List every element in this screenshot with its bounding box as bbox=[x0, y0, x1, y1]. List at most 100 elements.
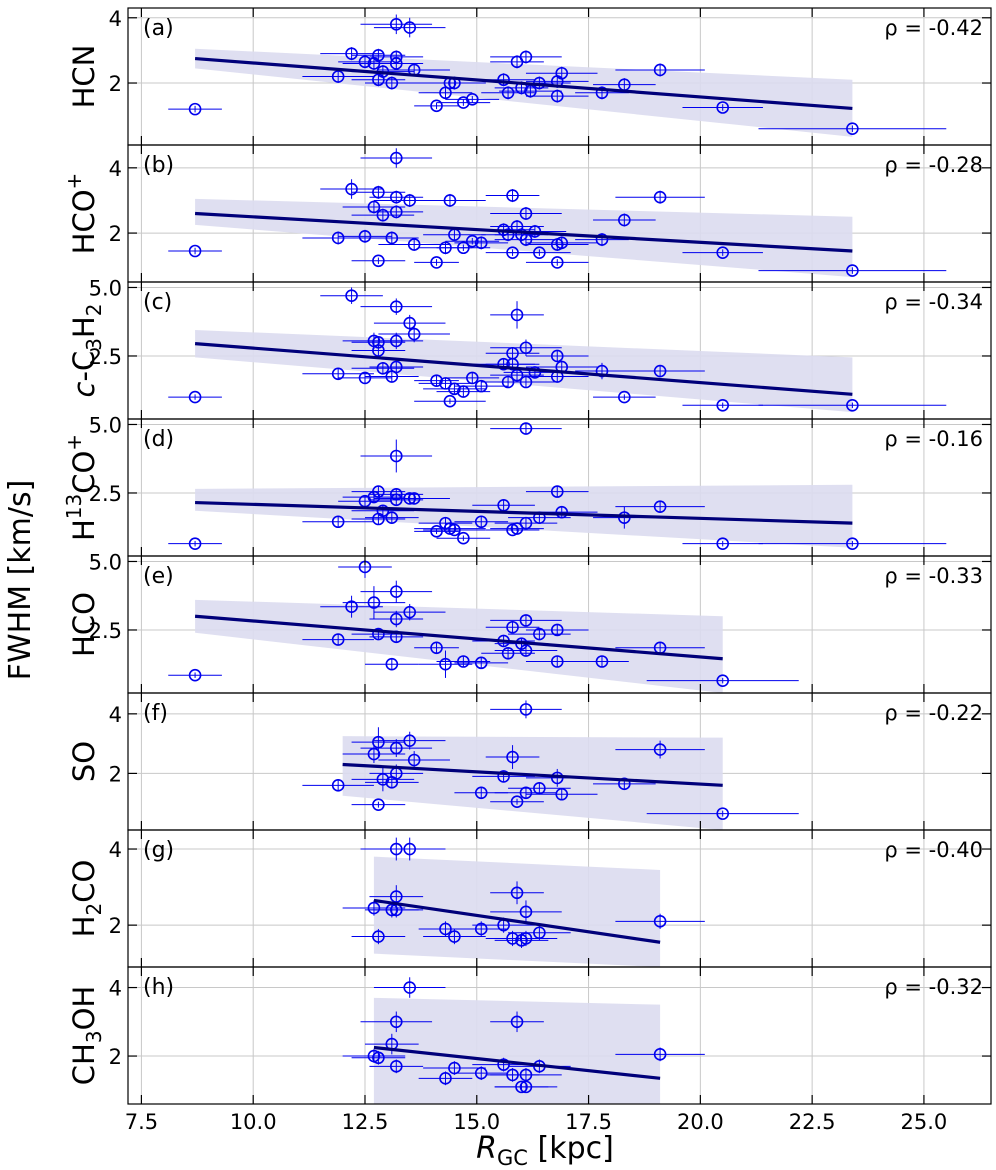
y-tick-label: 2 bbox=[109, 1045, 122, 1069]
data-point bbox=[302, 69, 374, 84]
data-point bbox=[414, 193, 486, 207]
data-point bbox=[593, 213, 656, 227]
point-marker bbox=[376, 504, 390, 518]
x-tick-label: 15.0 bbox=[453, 1110, 500, 1134]
data-point bbox=[423, 523, 486, 537]
point-marker bbox=[519, 422, 533, 435]
data-point bbox=[575, 655, 629, 668]
data-point bbox=[338, 55, 392, 69]
data-point bbox=[490, 1068, 562, 1082]
x-tick-label: 7.5 bbox=[125, 1110, 158, 1134]
molecule-label-part: + bbox=[62, 434, 86, 451]
point-marker bbox=[389, 334, 403, 348]
point-marker bbox=[389, 57, 403, 70]
y-tick-label: 2 bbox=[109, 762, 122, 786]
point-marker bbox=[519, 644, 533, 657]
point-marker bbox=[519, 1080, 533, 1094]
x-tick-label: 20.0 bbox=[677, 1110, 724, 1134]
molecule-label-part: OH bbox=[67, 986, 101, 1031]
panel-letter: (f) bbox=[143, 701, 168, 726]
point-marker bbox=[385, 657, 399, 671]
point-marker bbox=[506, 750, 519, 764]
point-marker bbox=[385, 511, 399, 524]
point-marker bbox=[550, 256, 564, 269]
molecule-label-part: 3 bbox=[82, 1030, 106, 1043]
data-point bbox=[615, 913, 705, 929]
data-point bbox=[360, 439, 433, 473]
point-marker bbox=[389, 493, 403, 507]
point-marker bbox=[372, 930, 385, 943]
data-point bbox=[378, 237, 450, 252]
point-marker bbox=[653, 364, 667, 378]
point-marker bbox=[519, 207, 533, 220]
point-marker bbox=[389, 205, 403, 219]
plot-area bbox=[342, 837, 705, 967]
plot-area bbox=[342, 977, 705, 1104]
point-marker bbox=[372, 185, 385, 199]
point-marker bbox=[510, 886, 524, 900]
point-marker bbox=[403, 21, 417, 34]
point-marker bbox=[403, 605, 417, 619]
point-marker bbox=[474, 656, 488, 670]
point-marker bbox=[407, 238, 421, 251]
data-point bbox=[168, 102, 222, 116]
point-marker bbox=[407, 753, 421, 767]
point-marker bbox=[358, 55, 372, 69]
data-point bbox=[373, 731, 446, 750]
point-marker bbox=[389, 585, 403, 598]
point-marker bbox=[457, 531, 470, 545]
point-marker bbox=[443, 194, 457, 207]
point-marker bbox=[385, 231, 399, 245]
point-marker bbox=[846, 264, 859, 277]
molecule-label-part: 3 bbox=[82, 338, 106, 351]
point-marker bbox=[372, 254, 385, 268]
data-point bbox=[369, 205, 424, 219]
data-point bbox=[490, 339, 562, 356]
y-tick-label: 2 bbox=[109, 222, 122, 246]
plot-area bbox=[168, 14, 947, 137]
point-marker bbox=[506, 620, 519, 634]
data-point bbox=[682, 246, 763, 259]
panel-6: 2 4 (f) ρ = -0.22 SO bbox=[67, 692, 992, 831]
point-marker bbox=[389, 151, 403, 165]
point-marker bbox=[331, 515, 345, 529]
point-marker bbox=[389, 190, 403, 204]
point-marker bbox=[716, 101, 730, 114]
point-marker bbox=[555, 505, 569, 519]
point-marker bbox=[501, 646, 515, 660]
data-point bbox=[454, 921, 509, 937]
point-marker bbox=[595, 233, 609, 246]
data-point bbox=[525, 256, 589, 269]
data-point bbox=[360, 580, 433, 603]
point-marker bbox=[358, 230, 372, 243]
point-marker bbox=[550, 623, 564, 637]
molecule-label-part: H bbox=[67, 316, 101, 338]
data-point bbox=[490, 614, 562, 627]
panel-2: 2 4 (b) ρ = -0.28 HCO+ bbox=[62, 144, 992, 283]
point-marker bbox=[345, 289, 358, 303]
point-marker bbox=[653, 500, 667, 513]
point-marker bbox=[188, 537, 202, 550]
point-marker bbox=[519, 905, 533, 919]
molecule-label: H13CO+ bbox=[62, 434, 101, 541]
point-marker bbox=[389, 360, 403, 374]
point-marker bbox=[372, 798, 385, 811]
data-point bbox=[525, 236, 598, 250]
point-marker bbox=[716, 807, 730, 820]
data-point bbox=[615, 63, 705, 77]
data-point bbox=[525, 349, 589, 363]
point-marker bbox=[474, 922, 488, 936]
data-point bbox=[454, 515, 509, 529]
data-point bbox=[364, 231, 419, 245]
point-marker bbox=[345, 600, 358, 613]
data-point bbox=[360, 148, 433, 168]
point-marker bbox=[439, 922, 452, 936]
y-tick-label: 4 bbox=[109, 838, 122, 862]
data-point bbox=[351, 344, 406, 357]
y-tick-label: 2 bbox=[109, 914, 122, 938]
data-point bbox=[351, 254, 406, 268]
panel-4: 2.5 5.0 (d) ρ = -0.16 H13CO+ bbox=[62, 413, 992, 557]
point-marker bbox=[501, 86, 515, 100]
point-marker bbox=[555, 787, 569, 801]
x-axis-label: RGC [kpc] bbox=[476, 1131, 614, 1170]
